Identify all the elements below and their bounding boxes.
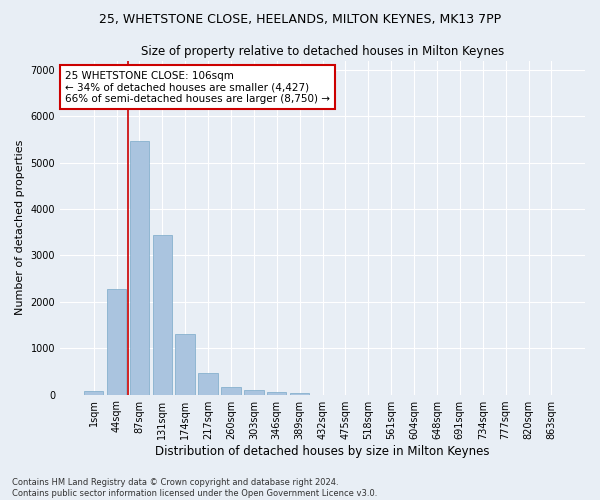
- Bar: [152, 235, 172, 394]
- Bar: [84, 391, 103, 394]
- X-axis label: Distribution of detached houses by size in Milton Keynes: Distribution of detached houses by size …: [155, 444, 490, 458]
- Text: Contains HM Land Registry data © Crown copyright and database right 2024.
Contai: Contains HM Land Registry data © Crown c…: [12, 478, 377, 498]
- Y-axis label: Number of detached properties: Number of detached properties: [15, 140, 25, 316]
- Text: 25, WHETSTONE CLOSE, HEELANDS, MILTON KEYNES, MK13 7PP: 25, WHETSTONE CLOSE, HEELANDS, MILTON KE…: [99, 12, 501, 26]
- Text: 25 WHETSTONE CLOSE: 106sqm
← 34% of detached houses are smaller (4,427)
66% of s: 25 WHETSTONE CLOSE: 106sqm ← 34% of deta…: [65, 70, 330, 104]
- Bar: [290, 393, 310, 394]
- Bar: [267, 392, 286, 394]
- Bar: [244, 390, 263, 394]
- Bar: [199, 373, 218, 394]
- Bar: [130, 141, 149, 395]
- Bar: [221, 388, 241, 394]
- Bar: [175, 334, 195, 394]
- Title: Size of property relative to detached houses in Milton Keynes: Size of property relative to detached ho…: [141, 45, 504, 58]
- Bar: [107, 290, 126, 395]
